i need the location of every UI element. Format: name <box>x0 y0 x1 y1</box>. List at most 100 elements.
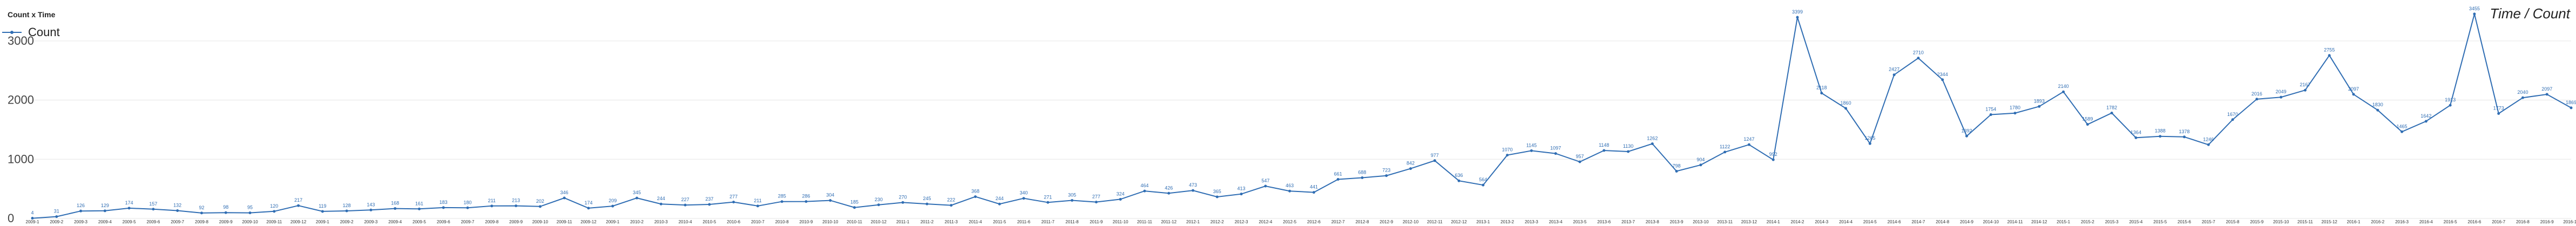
data-label: 1145 <box>1526 142 1537 148</box>
x-tick-label: 2010-3 <box>654 220 668 224</box>
data-label: 463 <box>1286 183 1294 188</box>
data-point <box>2473 12 2476 16</box>
data-label: 2097 <box>2541 86 2552 92</box>
data-point <box>176 209 179 213</box>
data-point <box>2231 118 2234 121</box>
data-point <box>2038 105 2041 108</box>
data-label: 346 <box>560 190 569 195</box>
data-label: 547 <box>1261 178 1269 183</box>
data-point <box>1627 150 1630 153</box>
x-tick-label: 2012-7 <box>1331 220 1345 224</box>
data-label: 2710 <box>1913 50 1924 56</box>
data-label: 209 <box>608 198 617 203</box>
data-point <box>442 206 445 209</box>
data-point <box>1215 195 1219 198</box>
data-point <box>1917 57 1920 60</box>
x-tick-label: 2009-2 <box>50 220 63 224</box>
data-point <box>2159 135 2162 138</box>
data-label: 2049 <box>2276 89 2287 94</box>
x-tick-label: 2012-2 <box>1211 220 1224 224</box>
x-tick-label: 2010-9 <box>800 220 813 224</box>
data-label: 183 <box>440 200 448 205</box>
data-point <box>1554 152 1557 155</box>
data-point <box>1892 73 1896 77</box>
x-tick-label: 2015-9 <box>2250 220 2263 224</box>
x-tick-label: 2013-10 <box>1693 220 1709 224</box>
x-tick-label: 2015-3 <box>2105 220 2119 224</box>
data-point <box>2303 88 2307 92</box>
x-tick-label: 2016-10 <box>2563 220 2576 224</box>
data-point <box>417 207 421 210</box>
data-label: 977 <box>1431 153 1439 158</box>
data-point <box>152 208 155 211</box>
data-label: 1262 <box>1647 136 1658 141</box>
x-tick-label: 2009-12 <box>290 220 307 224</box>
data-point <box>1433 159 1436 162</box>
x-tick-label: 2011-12 <box>1161 220 1177 224</box>
data-label: 1780 <box>2010 105 2020 111</box>
x-tick-label: 2012-5 <box>1283 220 1296 224</box>
x-tick-label: 2016-2 <box>2371 220 2384 224</box>
x-tick-label: 2011-1 <box>896 220 910 224</box>
x-tick-label: 2013-3 <box>1525 220 1538 224</box>
data-label: 904 <box>1696 157 1705 162</box>
data-label: 1097 <box>1550 146 1561 151</box>
x-tick-label: 2015-12 <box>2322 220 2338 224</box>
x-tick-label: 2016-8 <box>2516 220 2530 224</box>
x-tick-label: 2009-4 <box>388 220 402 224</box>
data-label: 2040 <box>2517 90 2528 95</box>
x-tick-label: 2009-3 <box>74 220 87 224</box>
x-tick-label: 2013-9 <box>1670 220 1683 224</box>
data-point <box>2376 108 2379 112</box>
data-label: 180 <box>464 200 472 205</box>
x-tick-label: 2011-6 <box>1017 220 1031 224</box>
x-tick-label: 2012-11 <box>1427 220 1443 224</box>
data-label: 286 <box>802 194 810 199</box>
data-label: 244 <box>657 196 665 201</box>
x-tick-label: 2013-12 <box>1741 220 1757 224</box>
data-point <box>829 199 832 202</box>
series-line-count <box>32 13 2572 219</box>
data-label: 340 <box>1020 190 1028 196</box>
data-point <box>973 195 977 198</box>
data-point <box>1046 201 1050 204</box>
data-label: 211 <box>488 198 496 203</box>
x-tick-label: 2014-7 <box>1911 220 1925 224</box>
data-point <box>538 205 542 208</box>
data-point <box>1651 142 1654 146</box>
data-label: 345 <box>633 190 641 195</box>
data-label: 1893 <box>2034 98 2045 104</box>
data-point <box>780 200 783 203</box>
x-tick-label: 2009-5 <box>123 220 136 224</box>
data-label: 304 <box>826 193 834 198</box>
data-label: 285 <box>778 194 786 199</box>
x-tick-label: 2011-5 <box>993 220 1006 224</box>
data-label: 1670 <box>2227 112 2238 117</box>
x-tick-label: 2016-9 <box>2540 220 2554 224</box>
data-point <box>394 207 397 210</box>
x-tick-label: 2012-1 <box>1186 220 1200 224</box>
data-label: 2118 <box>1816 85 1827 91</box>
data-label: 4 <box>31 210 33 216</box>
data-point <box>684 203 687 207</box>
x-tick-label: 2011-8 <box>1065 220 1079 224</box>
data-label: 1913 <box>2445 97 2456 102</box>
data-point <box>79 209 83 213</box>
data-label: 3399 <box>1792 9 1803 15</box>
data-point <box>200 211 203 215</box>
data-point <box>1167 191 1171 195</box>
data-label: 798 <box>1673 163 1681 168</box>
x-tick-label: 2013-2 <box>1500 220 1514 224</box>
data-label: 174 <box>125 200 133 206</box>
data-point <box>297 204 300 207</box>
data-label: 132 <box>173 203 181 208</box>
data-label: 237 <box>705 196 713 202</box>
x-tick-label: 2016-1 <box>2347 220 2361 224</box>
x-tick-label: 2014-10 <box>1983 220 1999 224</box>
x-tick-label: 2009-2 <box>340 220 354 224</box>
data-point <box>1578 160 1581 163</box>
x-tick-label: 2009-12 <box>580 220 597 224</box>
data-point <box>2062 90 2065 93</box>
data-point <box>55 215 58 218</box>
data-label: 661 <box>1334 171 1342 176</box>
